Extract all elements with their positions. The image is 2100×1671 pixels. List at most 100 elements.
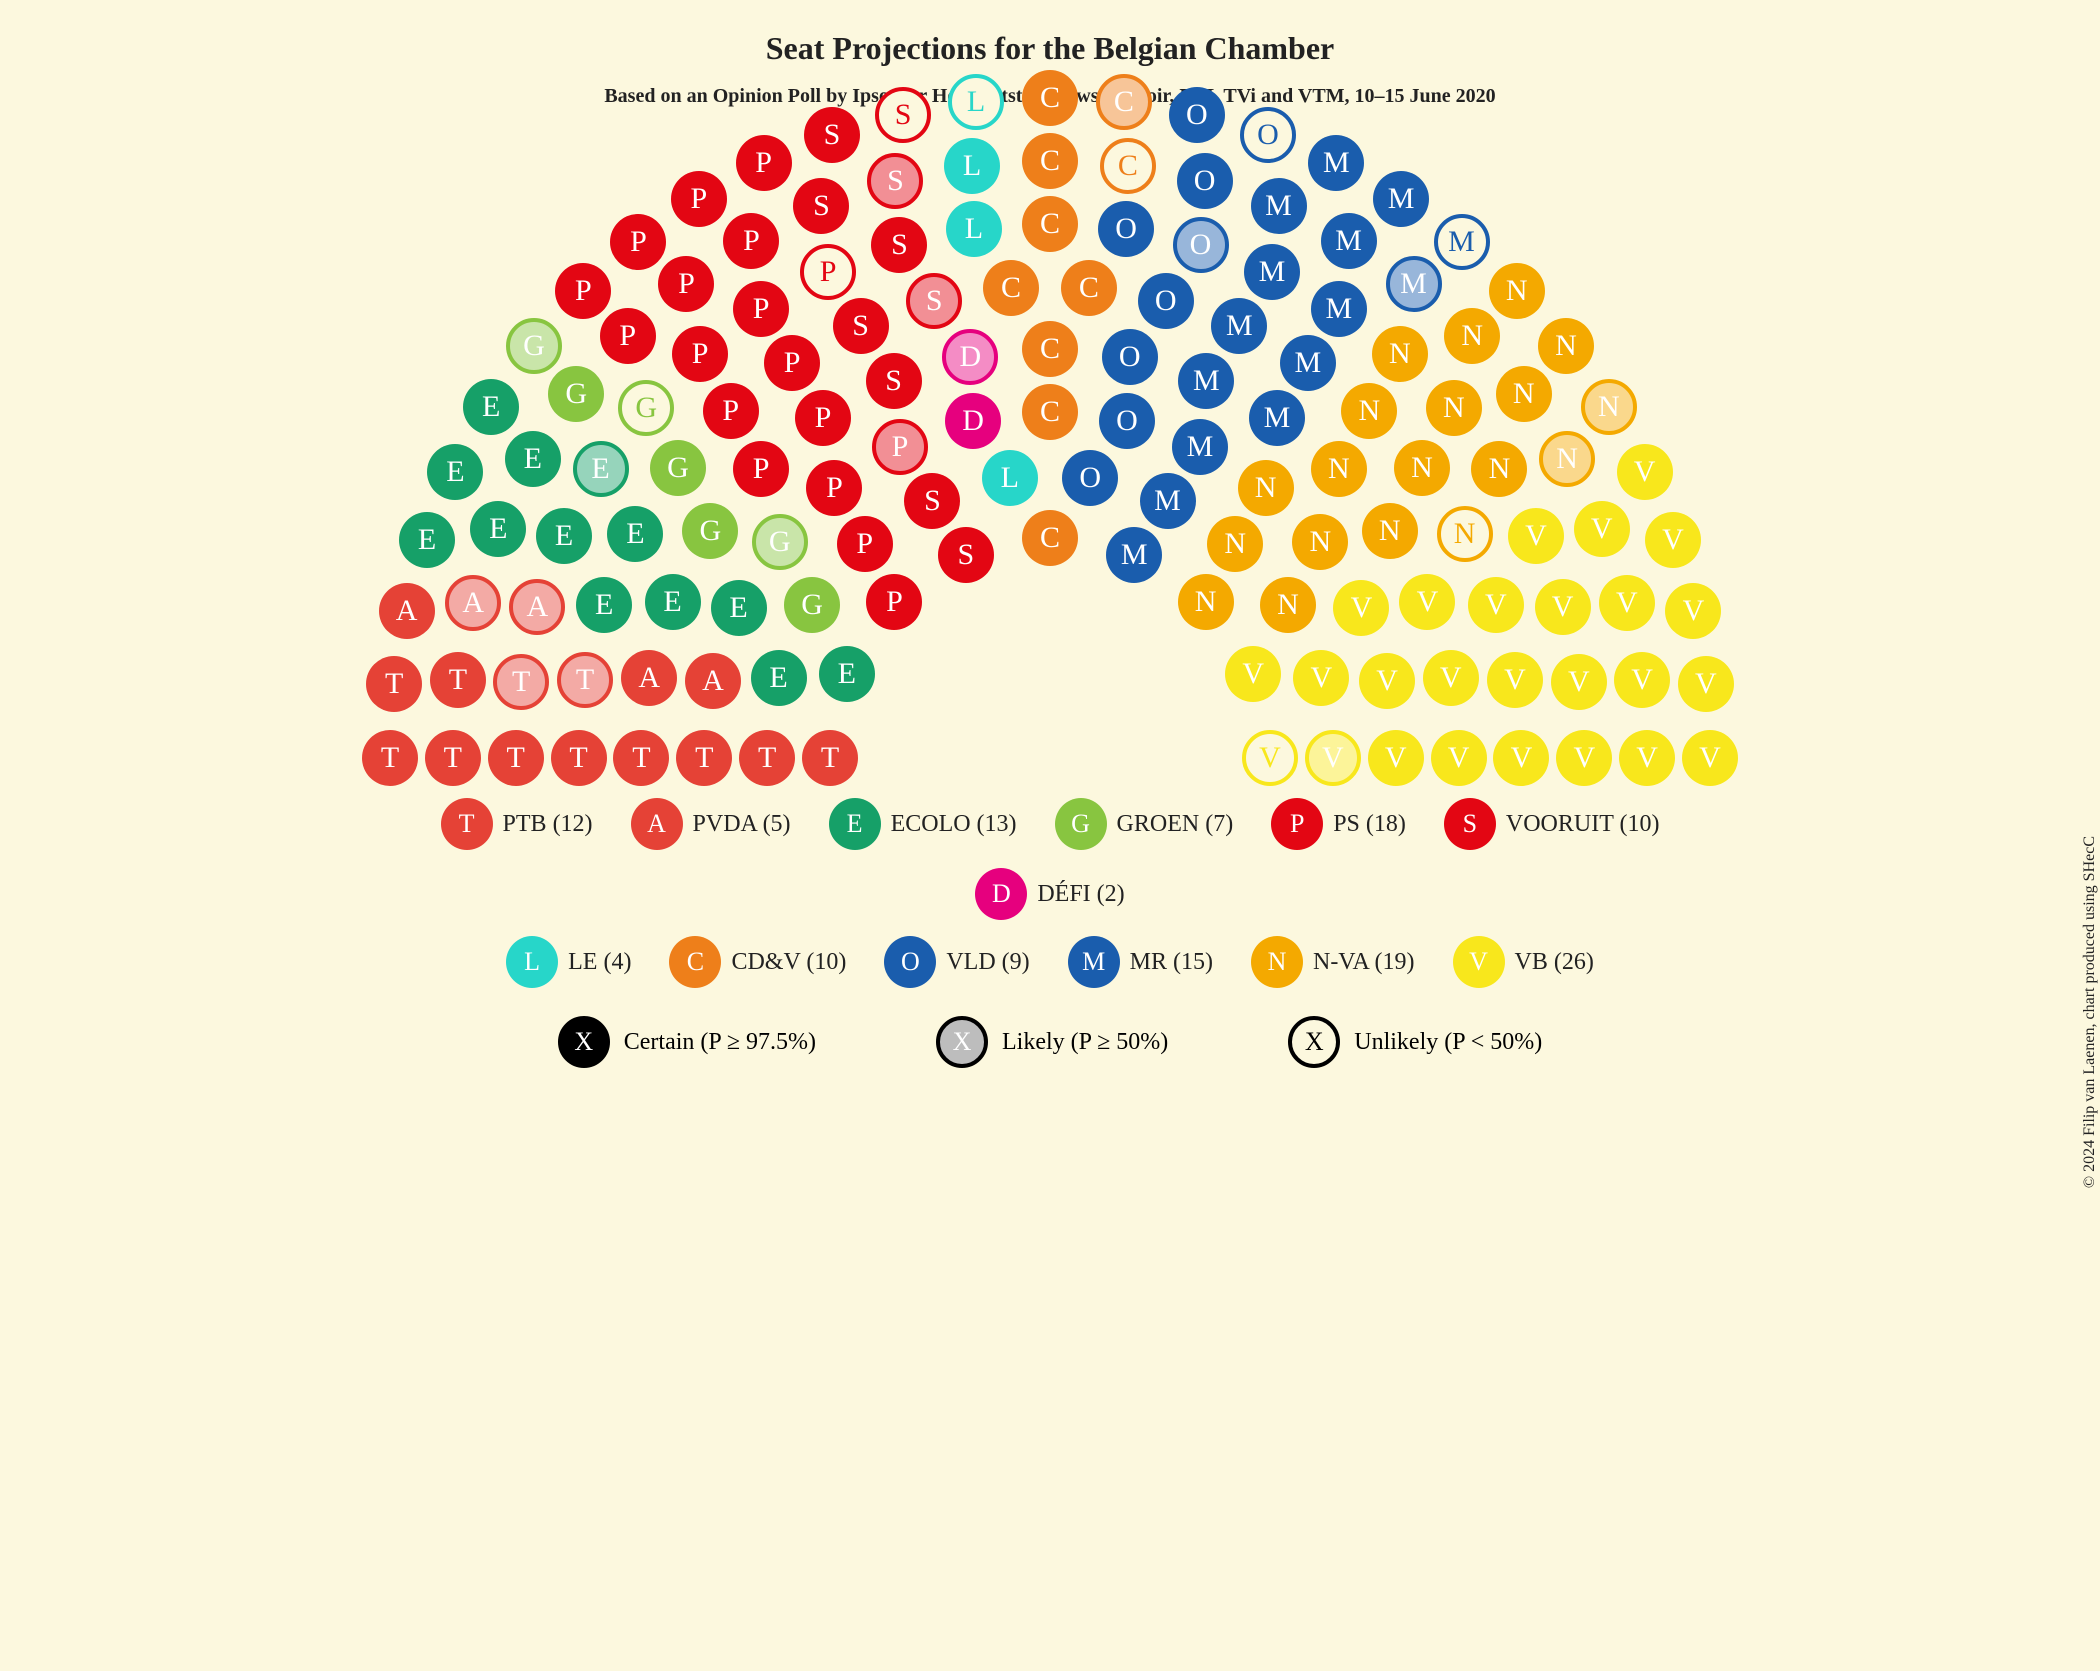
seat-vb: V	[1551, 654, 1607, 710]
seat-groen: G	[650, 440, 706, 496]
probability-legend: XCertain (P ≥ 97.5%)XLikely (P ≥ 50%)XUn…	[400, 1016, 1700, 1068]
seat-letter: N	[1195, 585, 1217, 619]
seat-letter: V	[1568, 665, 1590, 699]
seat-letter: E	[524, 442, 542, 476]
seat-ptb: T	[802, 730, 858, 786]
seat-vb: V	[1468, 577, 1524, 633]
seat-letter: T	[381, 741, 399, 775]
seat-cdv: C	[983, 260, 1039, 316]
seat-nva: N	[1426, 380, 1482, 436]
seat-letter: N	[1489, 452, 1511, 486]
seat-nva: N	[1362, 503, 1418, 559]
seat-letter: V	[1695, 667, 1717, 701]
seat-ptb: T	[493, 654, 549, 710]
seat-nva: N	[1581, 379, 1637, 435]
prob-label-likely: Likely (P ≥ 50%)	[1002, 1029, 1168, 1056]
seat-vld: O	[1102, 329, 1158, 385]
seat-vld: O	[1169, 87, 1225, 143]
seat-letter: N	[1513, 377, 1535, 411]
seat-letter: M	[1121, 538, 1148, 572]
legend-item-pvda: APVDA (5)	[631, 798, 791, 850]
seat-letter: P	[753, 452, 770, 486]
seat-vb: V	[1368, 730, 1424, 786]
seat-letter: L	[963, 149, 981, 183]
seat-nva: N	[1341, 383, 1397, 439]
seat-ps: P	[806, 460, 862, 516]
seat-ps: P	[672, 326, 728, 382]
seat-letter: M	[1264, 401, 1291, 435]
seat-letter: T	[512, 665, 530, 699]
seat-ecolo: E	[711, 580, 767, 636]
seat-letter: V	[1448, 741, 1470, 775]
legend-label-mr: MR (15)	[1130, 949, 1213, 976]
legend-item-ptb: TPTB (12)	[441, 798, 593, 850]
seat-mr: M	[1249, 390, 1305, 446]
seat-letter: M	[1295, 346, 1322, 380]
seat-vld: O	[1173, 217, 1229, 273]
legend-swatch-defi: D	[975, 868, 1027, 920]
seat-groen: G	[752, 514, 808, 570]
seat-letter: M	[1193, 364, 1220, 398]
seat-letter: T	[449, 663, 467, 697]
seat-pvda: A	[379, 583, 435, 639]
seat-letter: A	[638, 661, 660, 695]
seat-letter: M	[1259, 255, 1286, 289]
seat-letter: O	[1116, 404, 1138, 438]
legend-label-groen: GROEN (7)	[1117, 811, 1234, 838]
seat-vb: V	[1665, 583, 1721, 639]
seat-letter: N	[1443, 391, 1465, 425]
seat-letter: S	[824, 118, 841, 152]
legend-label-vb: VB (26)	[1515, 949, 1594, 976]
legend-swatch-ecolo: E	[829, 798, 881, 850]
legend-swatch-letter: E	[847, 809, 863, 839]
legend-swatch-letter: D	[992, 879, 1011, 909]
seat-nva: N	[1437, 506, 1493, 562]
seat-letter: M	[1448, 225, 1475, 259]
seat-letter: V	[1417, 585, 1439, 619]
seat-nva: N	[1372, 326, 1428, 382]
seat-letter: T	[632, 741, 650, 775]
seat-mr: M	[1308, 135, 1364, 191]
seat-groen: G	[682, 503, 738, 559]
seat-vb: V	[1359, 653, 1415, 709]
seat-letter: V	[1259, 741, 1281, 775]
seat-vb: V	[1399, 574, 1455, 630]
seat-letter: T	[569, 741, 587, 775]
seat-letter: E	[555, 519, 573, 553]
seat-letter: M	[1388, 182, 1415, 216]
seat-letter: P	[678, 267, 695, 301]
legend-item-ps: PPS (18)	[1271, 798, 1406, 850]
seat-letter: V	[1591, 512, 1613, 546]
seat-letter: E	[591, 452, 609, 486]
legend-label-vld: VLD (9)	[946, 949, 1029, 976]
seat-nva: N	[1471, 441, 1527, 497]
seat-ptb: T	[557, 652, 613, 708]
credit-text: © 2024 Filip van Laenen, chart produced …	[2081, 836, 2099, 1188]
legend-label-nva: N-VA (19)	[1313, 949, 1415, 976]
seat-vb: V	[1305, 730, 1361, 786]
seat-pvda: A	[685, 653, 741, 709]
seat-letter: N	[1411, 451, 1433, 485]
seat-letter: P	[784, 346, 801, 380]
seat-groen: G	[548, 366, 604, 422]
seat-letter: D	[959, 340, 981, 374]
legend-swatch-nva: N	[1251, 936, 1303, 988]
legend-item-vooruit: SVOORUIT (10)	[1444, 798, 1660, 850]
seat-letter: N	[1277, 588, 1299, 622]
prob-item-certain: XCertain (P ≥ 97.5%)	[558, 1016, 816, 1068]
seat-ps: P	[872, 419, 928, 475]
seat-letter: V	[1351, 591, 1373, 625]
seat-letter: P	[820, 255, 837, 289]
prob-swatch-unlikely: X	[1288, 1016, 1340, 1068]
seat-letter: L	[967, 85, 985, 119]
prob-item-likely: XLikely (P ≥ 50%)	[936, 1016, 1168, 1068]
seat-vb: V	[1535, 579, 1591, 635]
seat-letter: V	[1385, 741, 1407, 775]
seat-defi: D	[945, 393, 1001, 449]
seat-nva: N	[1539, 431, 1595, 487]
seat-letter: T	[385, 667, 403, 701]
seat-letter: O	[1155, 284, 1177, 318]
seat-ecolo: E	[505, 431, 561, 487]
seat-mr: M	[1434, 214, 1490, 270]
seat-vb: V	[1614, 652, 1670, 708]
